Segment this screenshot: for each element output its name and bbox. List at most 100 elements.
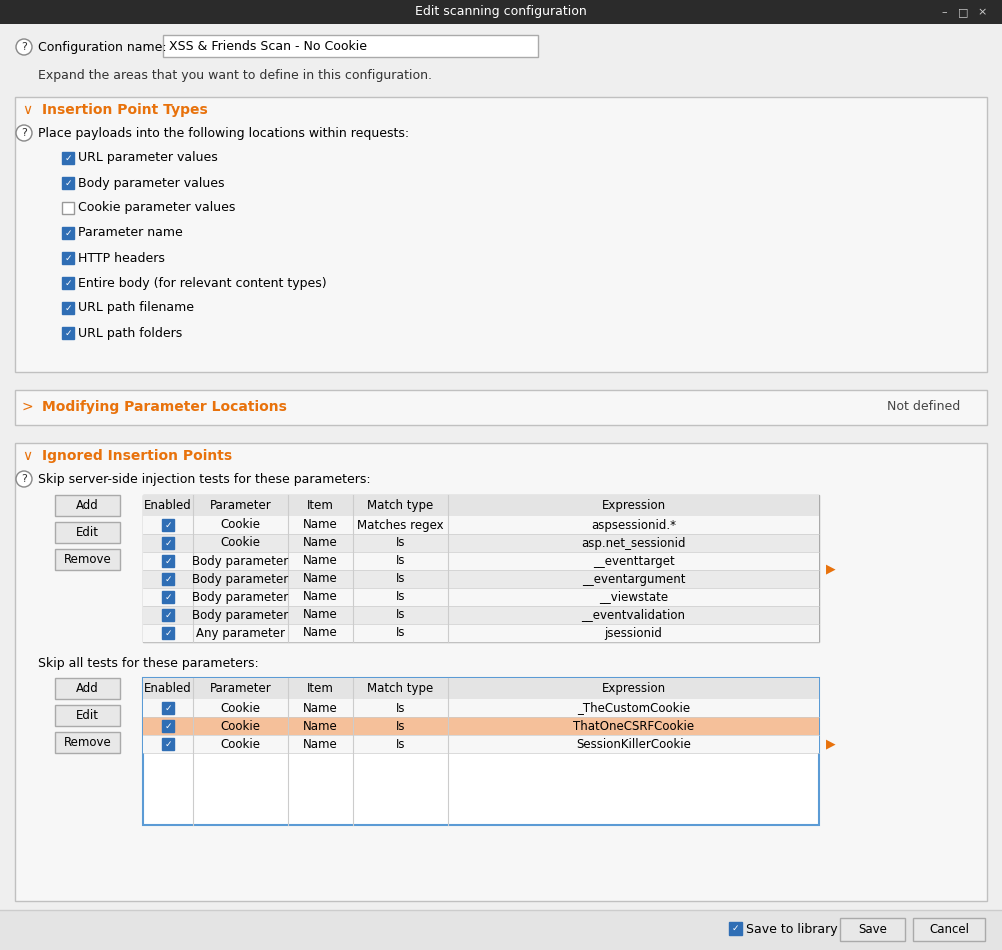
Text: URL parameter values: URL parameter values [78,151,217,164]
Text: ✓: ✓ [164,521,171,529]
Text: Save: Save [858,923,887,936]
Bar [62,202,74,214]
Text: Is: Is [396,737,405,750]
Text: Is: Is [396,591,405,603]
Text: –: – [941,7,947,17]
Text: Save to library: Save to library [746,922,838,936]
Bar [62,327,74,339]
Text: ✓: ✓ [164,575,171,583]
Circle shape [16,471,32,487]
Text: SessionKillerCookie: SessionKillerCookie [576,737,691,750]
Bar [55,522,120,543]
Text: Remove: Remove [63,736,111,749]
Text: Cookie: Cookie [220,701,261,714]
Text: ∨: ∨ [22,103,32,117]
Circle shape [16,125,32,141]
Text: _TheCustomCookie: _TheCustomCookie [577,701,690,714]
Text: Skip server-side injection tests for these parameters:: Skip server-side injection tests for the… [38,472,371,485]
Text: Cancel: Cancel [929,923,969,936]
Text: ✓: ✓ [64,329,72,337]
Text: ✓: ✓ [64,229,72,238]
Text: Name: Name [304,573,338,585]
Bar [62,227,74,239]
Bar [913,918,985,941]
Text: ThatOneCSRFCookie: ThatOneCSRFCookie [573,719,694,732]
Bar [62,302,74,314]
Text: __viewstate: __viewstate [599,591,668,603]
Text: ✓: ✓ [164,557,171,565]
Text: jsessionid: jsessionid [604,626,662,639]
Text: ✓: ✓ [64,254,72,262]
Bar [62,277,74,289]
Text: Name: Name [304,609,338,621]
Text: Ignored Insertion Points: Ignored Insertion Points [42,449,232,463]
Text: Configuration name:: Configuration name: [38,41,166,53]
Text: ✓: ✓ [64,154,72,162]
Bar [62,177,74,189]
Bar [143,570,819,588]
Bar [143,495,819,516]
Text: Insertion Point Types: Insertion Point Types [42,103,207,117]
Text: Is: Is [396,555,405,567]
Bar [162,591,174,603]
Bar [162,720,174,732]
Text: Is: Is [396,701,405,714]
Text: URL path folders: URL path folders [78,327,182,339]
Text: Name: Name [304,737,338,750]
Text: ✓: ✓ [164,611,171,619]
Text: ✓: ✓ [64,278,72,288]
Bar [15,97,987,372]
Circle shape [16,39,32,55]
Bar [62,152,74,164]
Text: URL path filename: URL path filename [78,301,194,314]
Text: Body parameter values: Body parameter values [78,177,224,189]
Text: ✓: ✓ [164,721,171,731]
Text: Edit: Edit [76,709,99,722]
Bar [162,702,174,714]
Text: Cookie parameter values: Cookie parameter values [78,201,235,215]
Bar [0,910,1002,950]
Text: ✓: ✓ [64,179,72,187]
Bar [143,699,819,717]
Text: ▶: ▶ [826,737,836,750]
Bar [0,0,1002,24]
Text: Body parameter: Body parameter [192,555,289,567]
Bar [55,495,120,516]
Text: ?: ? [21,42,27,52]
Text: Entire body (for relevant content types): Entire body (for relevant content types) [78,276,327,290]
Text: Item: Item [307,682,334,695]
Bar [143,735,819,753]
Text: XSS & Friends Scan - No Cookie: XSS & Friends Scan - No Cookie [169,40,367,52]
Text: Name: Name [304,701,338,714]
Bar [55,678,120,699]
Text: Expression: Expression [601,499,665,512]
Text: Cookie: Cookie [220,519,261,531]
Text: Is: Is [396,719,405,732]
Text: ?: ? [21,128,27,138]
Text: Cookie: Cookie [220,737,261,750]
Bar [143,678,819,699]
Text: ✓: ✓ [164,539,171,547]
Bar [55,732,120,753]
Text: □: □ [958,7,968,17]
Bar [162,555,174,567]
Text: ✓: ✓ [164,739,171,749]
Bar [55,705,120,726]
Bar [143,678,819,825]
Bar [55,549,120,570]
Bar [162,609,174,621]
Bar [143,624,819,642]
Text: Body parameter: Body parameter [192,609,289,621]
Text: ✓: ✓ [164,629,171,637]
Bar [143,606,819,624]
Text: Name: Name [304,537,338,549]
Text: Any parameter: Any parameter [196,626,285,639]
Bar [162,627,174,639]
Bar [143,552,819,570]
Bar [163,35,538,57]
Text: ▶: ▶ [826,562,836,575]
Text: Enabled: Enabled [144,682,191,695]
Bar [162,573,174,585]
Text: Expression: Expression [601,682,665,695]
Bar [162,738,174,750]
